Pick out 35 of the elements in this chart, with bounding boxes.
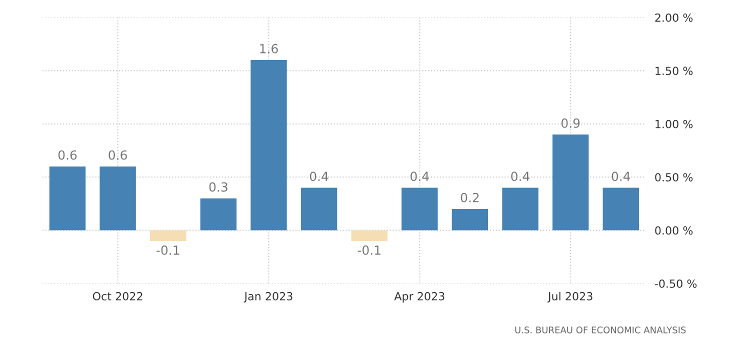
bar (200, 198, 237, 230)
x-tick-label: Jan 2023 (244, 292, 292, 302)
text: U.S. BUREAU OF ECONOMIC ANALYSIS (515, 326, 686, 334)
bar (150, 230, 186, 241)
data-label: 0.9 (561, 118, 580, 128)
data-label: 0.4 (511, 172, 530, 182)
bar (300, 188, 338, 230)
bar (452, 209, 488, 230)
y-tick-label: 0.00 % (655, 226, 693, 235)
bar (602, 188, 640, 230)
data-label: 0.4 (310, 172, 328, 182)
data-label: 0.4 (410, 172, 429, 182)
bar (502, 188, 538, 230)
data-label: -0.1 (156, 245, 180, 255)
x-tick-label: Jul 2023 (547, 292, 592, 302)
data-label: 0.6 (108, 150, 127, 160)
y-tick-label: 1.00 % (656, 120, 693, 128)
data-label: 0.4 (612, 172, 630, 182)
bar (49, 166, 86, 230)
y-tick-label: -0.50 % (654, 279, 697, 288)
bar (402, 188, 438, 230)
bar (351, 230, 388, 241)
data-label: 0.2 (460, 192, 479, 202)
data-label: 0.3 (209, 182, 228, 192)
x-tick-label: Oct 2022 (92, 292, 142, 300)
data-label: -0.1 (358, 245, 380, 255)
x-tick-label: Apr 2023 (394, 292, 444, 303)
bar (552, 134, 589, 230)
data-label: 0.6 (58, 150, 77, 160)
y-tick-label: 0.50 % (655, 173, 693, 182)
bar (100, 166, 136, 230)
y-tick-label: 2.00 % (655, 13, 693, 22)
y-tick-label: 1.50 % (656, 66, 693, 76)
data-label: 1.6 (260, 44, 278, 54)
bar (250, 60, 287, 230)
